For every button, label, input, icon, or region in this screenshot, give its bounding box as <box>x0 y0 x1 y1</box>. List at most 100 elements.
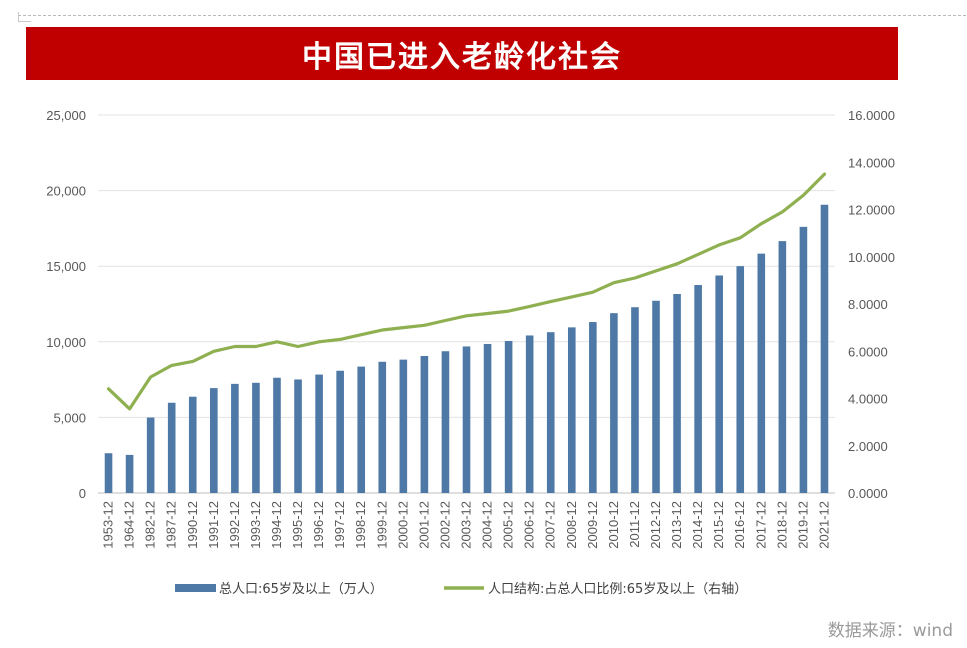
x-tick-label: 2014-12 <box>690 501 705 549</box>
bar <box>146 417 155 493</box>
bar <box>546 332 555 493</box>
x-tick-label: 1995-12 <box>290 501 305 549</box>
x-tick-label: 1990-12 <box>185 501 200 549</box>
right-axis: 0.0000 2.0000 4.0000 6.0000 8.0000 10.0000 12.… <box>848 108 895 501</box>
x-tick-label: 1996-12 <box>311 501 326 549</box>
x-tick-label: 1998-12 <box>353 501 368 549</box>
x-axis: 1953-12 1964-12 1982-12 1987-12 1990-12 1991-… <box>101 501 832 549</box>
x-tick-label: 2008-12 <box>564 501 579 549</box>
bar <box>589 322 597 493</box>
bar <box>799 226 808 493</box>
bar <box>694 285 702 493</box>
x-tick-label: 1991-12 <box>206 501 221 549</box>
series-line <box>106 172 827 411</box>
x-tick-label: 2019-12 <box>795 501 810 549</box>
bar <box>462 346 471 493</box>
bar <box>420 355 429 493</box>
bar <box>673 294 681 493</box>
x-tick-label: 2018-12 <box>774 501 789 549</box>
bar <box>104 453 113 493</box>
bar <box>631 307 639 493</box>
x-tick-label: 2001-12 <box>416 501 431 549</box>
right-tick-label: 2.0000 <box>848 439 888 454</box>
bar <box>294 379 302 493</box>
left-tick-label: 0 <box>79 486 86 501</box>
bar <box>336 370 344 493</box>
corner-mark <box>18 12 31 22</box>
right-tick-label: 0.0000 <box>848 486 888 501</box>
x-tick-label: 2002-12 <box>437 501 452 549</box>
bar <box>273 377 281 493</box>
x-tick-label: 1953-12 <box>101 501 116 549</box>
x-tick-label: 2017-12 <box>753 501 768 549</box>
x-tick-label: 1994-12 <box>269 501 284 549</box>
bar <box>252 382 260 493</box>
bar <box>715 275 723 493</box>
bar <box>378 361 387 493</box>
chart-title: 中国已进入老龄化社会 <box>302 39 622 75</box>
x-tick-label: 2000-12 <box>395 501 410 549</box>
x-tick-label: 1987-12 <box>164 501 179 549</box>
source-note: 数据来源：wind <box>827 621 953 641</box>
bar <box>315 374 323 493</box>
x-tick-label: 2011-12 <box>627 501 642 548</box>
x-tick-label: 2013-12 <box>669 501 684 549</box>
x-tick-label: 2003-12 <box>459 501 474 549</box>
x-tick-label: 2005-12 <box>501 501 516 549</box>
bar <box>125 454 134 493</box>
x-tick-label: 2004-12 <box>480 501 495 549</box>
x-tick-label: 1993-12 <box>248 501 263 549</box>
bar <box>525 335 534 493</box>
bar <box>504 340 513 493</box>
left-tick-label: 20,000 <box>46 184 86 199</box>
line-series <box>106 172 827 411</box>
right-tick-label: 4.0000 <box>848 392 888 407</box>
x-tick-label: 1992-12 <box>227 501 242 549</box>
x-tick-label: 2009-12 <box>585 501 600 549</box>
left-tick-label: 15,000 <box>46 259 86 274</box>
bar <box>188 396 197 493</box>
x-tick-label: 2006-12 <box>522 501 537 549</box>
x-tick-label: 1999-12 <box>374 501 389 549</box>
bar <box>399 359 408 493</box>
x-tick-label: 1997-12 <box>332 501 347 549</box>
top-dashed-border <box>18 15 966 16</box>
right-tick-label: 14.0000 <box>848 155 895 170</box>
x-tick-label: 2021-12 <box>816 501 831 549</box>
bar <box>757 253 766 493</box>
bar <box>610 313 618 493</box>
bar <box>778 241 787 493</box>
bar <box>567 327 576 493</box>
right-tick-label: 8.0000 <box>848 297 888 312</box>
bar <box>441 351 450 493</box>
right-tick-label: 16.0000 <box>848 108 895 123</box>
bar <box>210 388 218 493</box>
left-tick-label: 10,000 <box>46 335 86 350</box>
bar <box>736 266 745 493</box>
left-tick-label: 25,000 <box>46 108 86 123</box>
right-tick-label: 10.0000 <box>848 250 895 265</box>
bar <box>652 300 660 493</box>
legend-bar-swatch <box>175 584 216 592</box>
left-tick-label: 5,000 <box>53 410 86 425</box>
right-tick-label: 12.0000 <box>848 203 895 218</box>
bar <box>820 204 829 493</box>
x-tick-label: 2010-12 <box>606 501 621 549</box>
bar <box>167 402 176 493</box>
bar <box>231 383 239 493</box>
x-tick-label: 2015-12 <box>711 501 726 549</box>
bar <box>483 343 492 493</box>
left-axis: 0 5,000 10,000 15,000 20,000 25,000 <box>46 108 86 501</box>
x-tick-label: 1964-12 <box>122 501 137 549</box>
bar <box>357 366 366 493</box>
legend-line-label: 人口结构:占总人口比例:65岁及以上（右轴） <box>488 582 747 597</box>
right-tick-label: 6.0000 <box>848 344 888 359</box>
x-tick-label: 2007-12 <box>543 501 558 549</box>
title-banner: 中国已进入老龄化社会 <box>26 27 898 80</box>
x-tick-label: 2016-12 <box>732 501 747 549</box>
legend-bar-label: 总人口:65岁及以上（万人） <box>219 582 383 597</box>
x-tick-label: 2012-12 <box>648 501 663 549</box>
bar-series <box>104 204 829 493</box>
legend: 总人口:65岁及以上（万人） 人口结构:占总人口比例:65岁及以上（右轴） <box>175 582 747 597</box>
